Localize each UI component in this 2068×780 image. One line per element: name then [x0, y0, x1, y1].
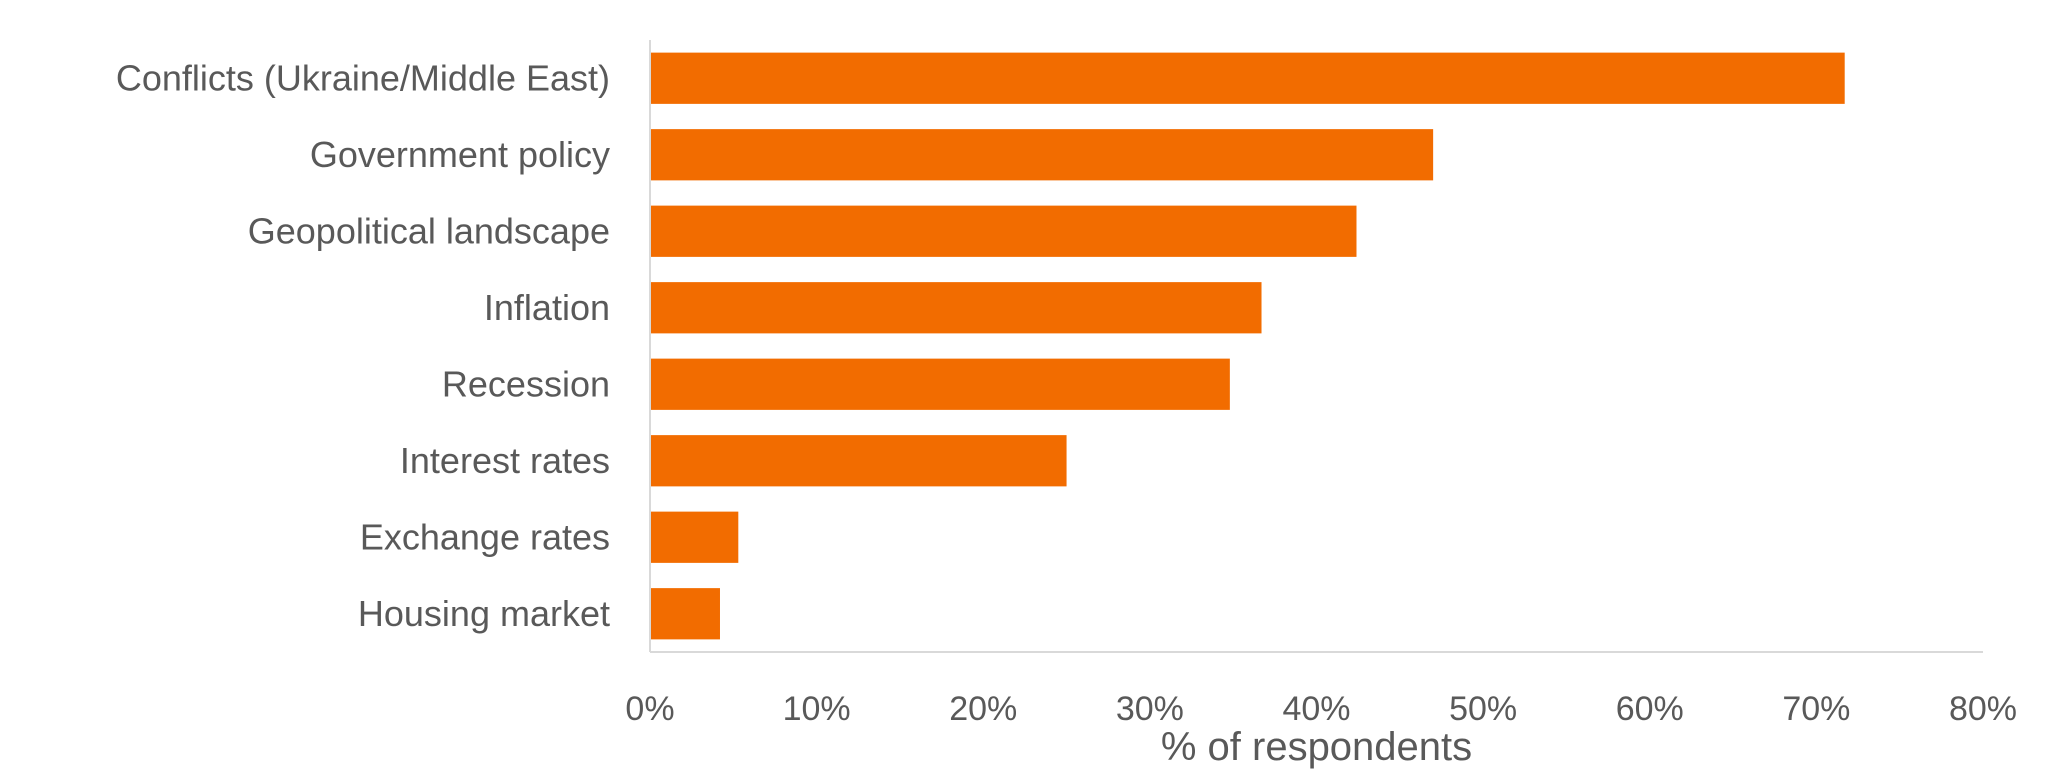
x-tick-label: 30% [1116, 690, 1184, 728]
x-tick-label: 80% [1949, 690, 2017, 728]
category-label: Geopolitical landscape [248, 210, 610, 251]
x-tick-label: 60% [1616, 690, 1684, 728]
category-labels-group: Conflicts (Ukraine/Middle East) Governmen… [116, 57, 610, 634]
bar [650, 205, 1357, 257]
x-tick-label: 50% [1449, 690, 1517, 728]
bar [650, 511, 739, 563]
category-label: Inflation [484, 287, 610, 328]
x-tick-label: 40% [1282, 690, 1350, 728]
bar [650, 588, 720, 640]
bar [650, 358, 1230, 410]
x-tick-label: 70% [1782, 690, 1850, 728]
x-tick-label: 20% [949, 690, 1017, 728]
category-label: Conflicts (Ukraine/Middle East) [116, 57, 610, 98]
bars-group [650, 52, 1845, 640]
bar [650, 129, 1434, 181]
category-label: Housing market [358, 593, 610, 634]
x-axis-title: % of respondents [1161, 725, 1472, 769]
x-tick-labels-group: 0% 10% 20% 30% 40% 50% 60% 70% 80% [625, 690, 2017, 728]
category-label: Interest rates [400, 440, 610, 481]
category-label: Recession [442, 363, 610, 404]
bar [650, 282, 1262, 334]
category-label: Exchange rates [360, 516, 610, 557]
bar [650, 52, 1845, 104]
x-tick-label: 10% [783, 690, 851, 728]
category-label: Government policy [310, 134, 610, 175]
x-tick-label: 0% [625, 690, 674, 728]
bar [650, 435, 1067, 487]
